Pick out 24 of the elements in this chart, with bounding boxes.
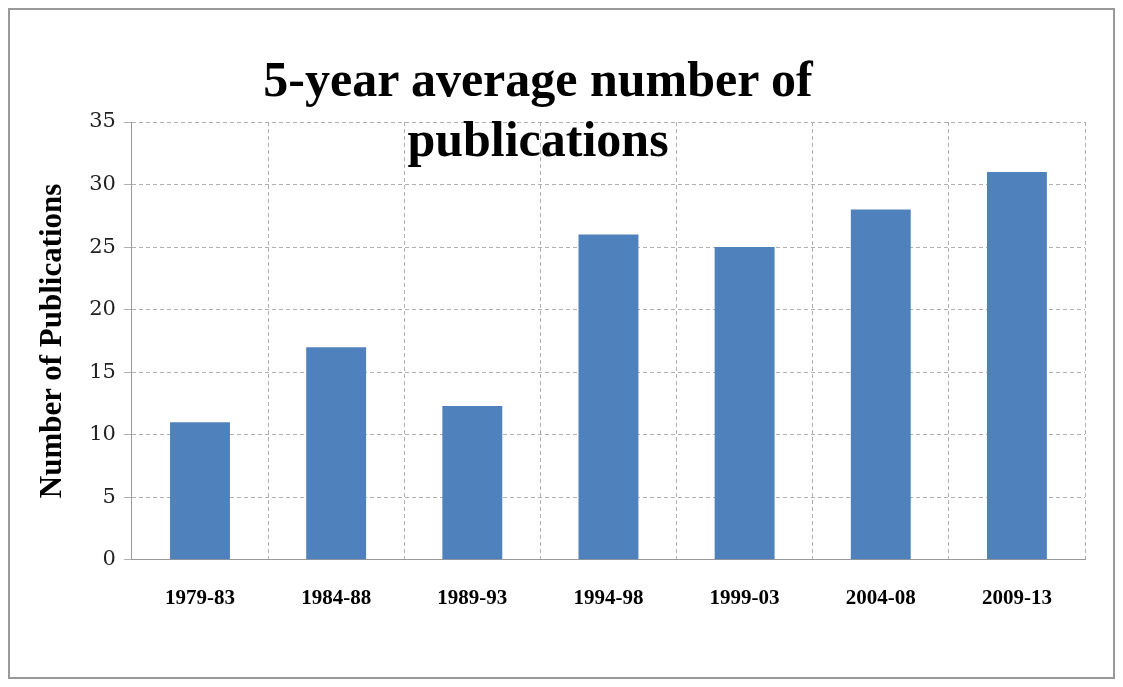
x-tick-label: 1989-93: [437, 584, 508, 609]
y-tick-label: 35: [89, 108, 116, 133]
x-tick-label: 2004-08: [845, 584, 916, 609]
y-tick-label: 20: [89, 296, 116, 321]
x-tick-label: 1999-03: [709, 584, 780, 609]
y-tick-label: 25: [89, 233, 116, 258]
bar: [170, 422, 230, 560]
y-axis-title: Number of Publications: [32, 183, 68, 499]
chart-title: 5-year average number of publications: [263, 50, 815, 167]
y-tick-label: 0: [102, 546, 116, 571]
bar: [714, 247, 775, 560]
y-tick-label: 30: [89, 171, 116, 195]
bar: [442, 405, 503, 560]
bar: [986, 172, 1047, 560]
x-tick-label: 1984-88: [301, 584, 372, 609]
x-tick-label: 1994-98: [573, 584, 644, 609]
y-tick-label: 10: [89, 421, 116, 446]
y-tick-label: 15: [89, 358, 116, 383]
bar: [850, 209, 911, 560]
bar: [578, 234, 639, 560]
bar: [306, 347, 367, 560]
x-tick-label: 2009-13: [981, 584, 1052, 609]
x-tick-label: 1979-83: [165, 584, 235, 609]
y-tick-label: 5: [102, 483, 116, 508]
